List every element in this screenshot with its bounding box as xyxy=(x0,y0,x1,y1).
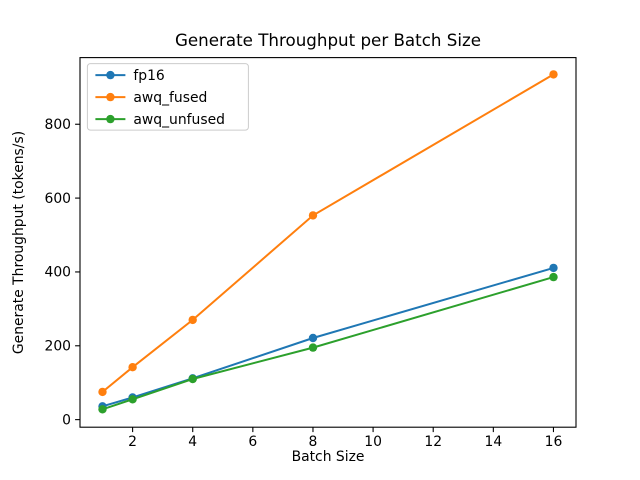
data-point-awq_unfused xyxy=(549,272,558,282)
x-tick-label: 8 xyxy=(309,434,318,450)
data-point-awq_unfused xyxy=(188,374,197,384)
series-line-awq_unfused xyxy=(102,276,554,411)
data-point-fp16 xyxy=(549,263,558,273)
x-tick-label: 14 xyxy=(484,434,502,450)
x-tick-label: 16 xyxy=(545,434,563,450)
data-point-awq_fused xyxy=(549,70,558,79)
x-tick-label: 4 xyxy=(188,434,197,450)
y-tick-label: 600 xyxy=(44,191,71,207)
x-tick-label: 12 xyxy=(424,434,442,450)
legend-label-awq_fused: awq_fused xyxy=(133,90,207,106)
x-tick-label: 10 xyxy=(364,434,382,450)
y-tick-label: 0 xyxy=(62,412,71,428)
data-point-awq_fused xyxy=(188,315,197,325)
legend-swatch-marker-fp16 xyxy=(106,70,115,80)
axes-spines xyxy=(79,57,577,428)
data-point-awq_fused xyxy=(308,211,318,220)
x-tick-label: 6 xyxy=(248,434,257,450)
data-point-awq_fused xyxy=(128,363,137,372)
legend-swatch-marker-awq_unfused xyxy=(106,114,115,124)
data-point-awq_fused xyxy=(98,387,107,397)
legend-label-fp16: fp16 xyxy=(133,68,164,84)
data-point-awq_unfused xyxy=(98,405,107,414)
chart-title: Generate Throughput per Batch Size xyxy=(175,30,481,50)
legend-swatch-marker-awq_fused xyxy=(106,92,115,102)
data-point-awq_unfused xyxy=(128,395,137,404)
y-axis-label: Generate Throughput (tokens/s) xyxy=(11,131,27,354)
data-point-fp16 xyxy=(308,333,318,343)
plot-area: 2 4 6 8 10 12 14 16 0 200 400 600 800 fp16 awq_fusedaw… xyxy=(44,57,577,450)
legend-label-awq_unfused: awq_unfused xyxy=(133,112,225,128)
x-axis-label: Batch Size xyxy=(292,449,365,465)
y-tick-label: 200 xyxy=(44,339,71,355)
data-point-awq_unfused xyxy=(308,343,318,352)
y-tick-label: 800 xyxy=(44,117,71,133)
legend-box xyxy=(86,63,249,131)
x-tick-label: 2 xyxy=(128,434,137,450)
y-tick-label: 400 xyxy=(44,265,71,281)
